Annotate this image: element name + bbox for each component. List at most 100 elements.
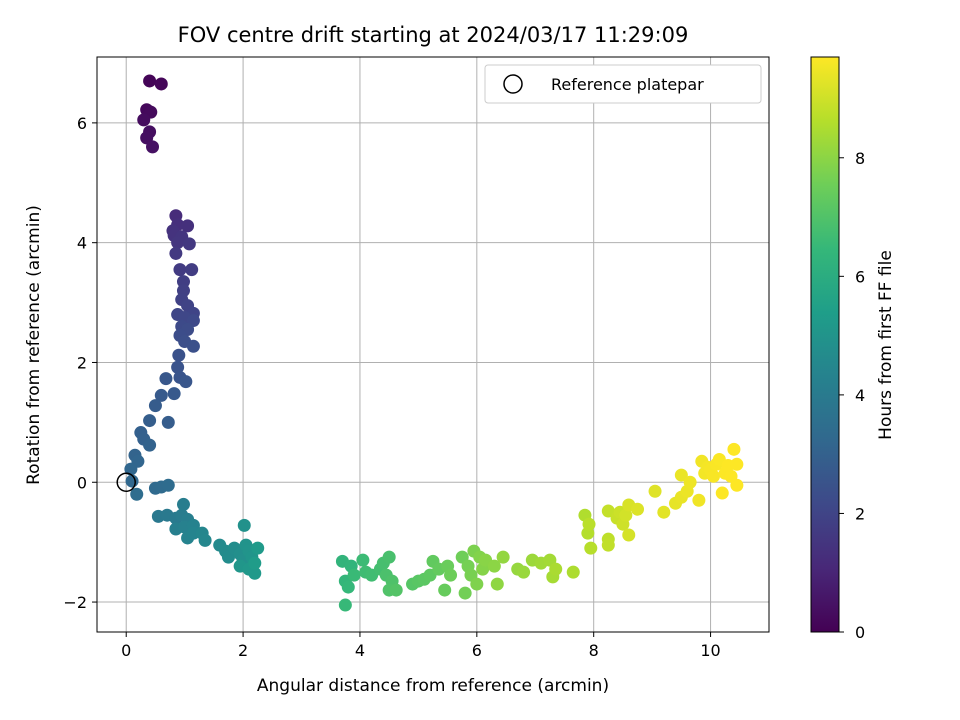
data-point	[490, 577, 504, 591]
data-point	[143, 438, 157, 452]
data-point	[161, 478, 175, 492]
data-point	[125, 474, 139, 488]
data-point	[584, 541, 598, 555]
plot-frame	[96, 56, 770, 633]
data-point	[622, 528, 636, 542]
data-point	[356, 553, 370, 567]
data-point	[582, 517, 596, 531]
data-point	[496, 550, 510, 564]
y-tick-label: 0	[77, 473, 87, 492]
reference-point-marker	[116, 472, 136, 493]
data-point	[549, 562, 563, 576]
data-point	[389, 583, 403, 597]
data-point	[154, 77, 168, 91]
x-tick-label: 4	[355, 641, 365, 660]
data-point	[727, 442, 741, 456]
data-point	[124, 462, 138, 476]
colorbar-tick-label: 6	[855, 267, 865, 286]
x-tick-label: 8	[589, 641, 599, 660]
data-point	[444, 568, 458, 582]
data-point	[185, 263, 199, 277]
data-point	[251, 541, 265, 555]
data-point	[176, 497, 190, 511]
colorbar-gradient	[810, 56, 840, 633]
data-point	[341, 580, 355, 594]
data-point	[631, 502, 645, 516]
colorbar-ticks: 0 2 4 6 8	[839, 149, 865, 642]
x-tick-label: 6	[472, 641, 482, 660]
data-point	[648, 484, 662, 498]
data-point	[146, 140, 160, 154]
data-point	[143, 74, 157, 88]
scatter-points	[124, 74, 744, 612]
data-point	[382, 550, 396, 564]
x-tick-label: 0	[121, 641, 131, 660]
y-axis-ticks: −2 0 2 4 6	[63, 114, 97, 612]
data-point	[692, 493, 706, 507]
data-point	[601, 504, 615, 518]
data-point	[181, 219, 195, 233]
colorbar-tick-label: 0	[855, 623, 865, 642]
data-point	[730, 478, 744, 492]
data-point	[674, 468, 688, 482]
data-point	[186, 339, 200, 353]
data-point	[167, 387, 181, 401]
y-axis-label: Rotation from reference (arcmin)	[24, 205, 44, 485]
data-point	[730, 457, 744, 471]
data-point	[683, 475, 697, 489]
legend: Reference platepar	[484, 64, 762, 104]
data-point	[657, 505, 671, 519]
y-tick-label: 4	[77, 234, 87, 253]
legend-box	[484, 64, 762, 104]
x-axis-ticks: 0 2 4 6 8 10	[121, 632, 721, 660]
data-point	[517, 565, 531, 579]
legend-entry-reference-platepar: Reference platepar	[551, 75, 704, 94]
data-point	[159, 372, 173, 386]
data-point	[458, 586, 472, 600]
data-point	[438, 583, 452, 597]
data-point	[715, 486, 729, 500]
data-point	[706, 469, 720, 483]
data-point	[173, 263, 187, 277]
grid-lines	[97, 57, 769, 632]
data-point	[172, 348, 186, 362]
data-point	[171, 360, 185, 374]
x-tick-label: 10	[700, 641, 720, 660]
data-point	[248, 566, 262, 580]
data-point	[176, 275, 190, 289]
data-point	[566, 565, 580, 579]
data-point	[248, 556, 262, 570]
colorbar-tick-label: 8	[855, 149, 865, 168]
data-point	[182, 237, 196, 251]
data-point	[130, 487, 144, 501]
colorbar-label: Hours from first FF file	[876, 250, 896, 440]
data-point	[161, 415, 175, 429]
data-point	[154, 388, 168, 402]
data-point	[171, 236, 185, 250]
data-point	[143, 414, 157, 428]
legend-marker-reference	[503, 74, 523, 94]
colorbar: 0 2 4 6 8 Hours from first FF file	[810, 56, 896, 642]
y-tick-label: 6	[77, 114, 87, 133]
chart-title: FOV centre drift starting at 2024/03/17 …	[178, 23, 689, 47]
data-point	[347, 568, 361, 582]
x-axis-label: Angular distance from reference (arcmin)	[257, 676, 609, 696]
data-point	[619, 508, 633, 522]
data-point	[198, 533, 212, 547]
data-point	[487, 559, 501, 573]
colorbar-tick-label: 2	[855, 504, 865, 523]
data-point	[601, 538, 615, 552]
data-point	[470, 577, 484, 591]
y-tick-label: −2	[63, 593, 87, 612]
data-point	[137, 113, 151, 127]
data-point	[148, 399, 162, 413]
x-tick-label: 2	[238, 641, 248, 660]
data-point	[338, 598, 352, 612]
data-point	[179, 375, 193, 389]
data-point	[169, 246, 183, 260]
colorbar-tick-label: 4	[855, 386, 865, 405]
data-point	[237, 518, 251, 532]
plot-area: 0 2 4 6 8 10 −2 0 2 4 6	[63, 56, 770, 660]
